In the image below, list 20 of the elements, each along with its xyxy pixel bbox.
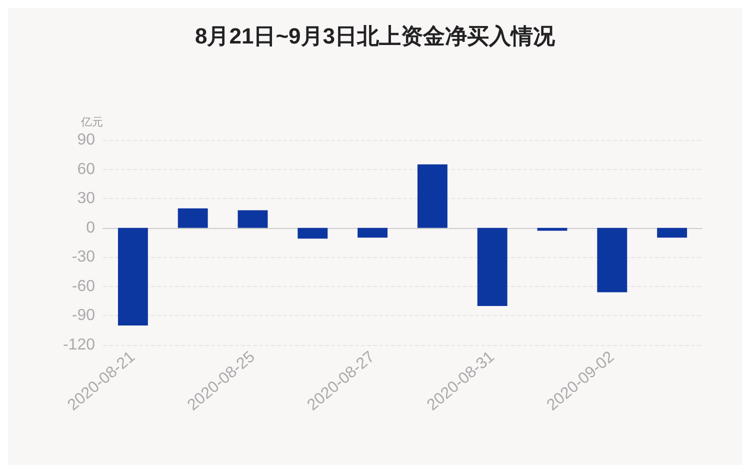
y-tick-label: -60 <box>72 278 96 295</box>
y-tick-label: 0 <box>86 219 96 236</box>
bar <box>477 228 508 306</box>
bar <box>657 228 688 238</box>
bar <box>238 210 268 228</box>
bar <box>537 228 568 231</box>
y-axis-title: 亿元 <box>80 116 103 128</box>
bar <box>298 228 328 239</box>
y-tick-label: -120 <box>62 336 96 354</box>
y-tick-label: 90 <box>77 132 96 148</box>
y-tick-label: -90 <box>72 307 96 324</box>
y-tick-label: 60 <box>77 160 96 178</box>
bar <box>178 208 208 228</box>
chart-title: 8月21日~9月3日北上资金净买入情况 <box>194 24 556 48</box>
bar <box>118 228 148 326</box>
bar <box>358 228 388 238</box>
bar <box>417 164 448 228</box>
y-tick-label: -30 <box>72 248 96 266</box>
y-tick-label: 30 <box>77 190 96 208</box>
bar <box>597 228 628 292</box>
